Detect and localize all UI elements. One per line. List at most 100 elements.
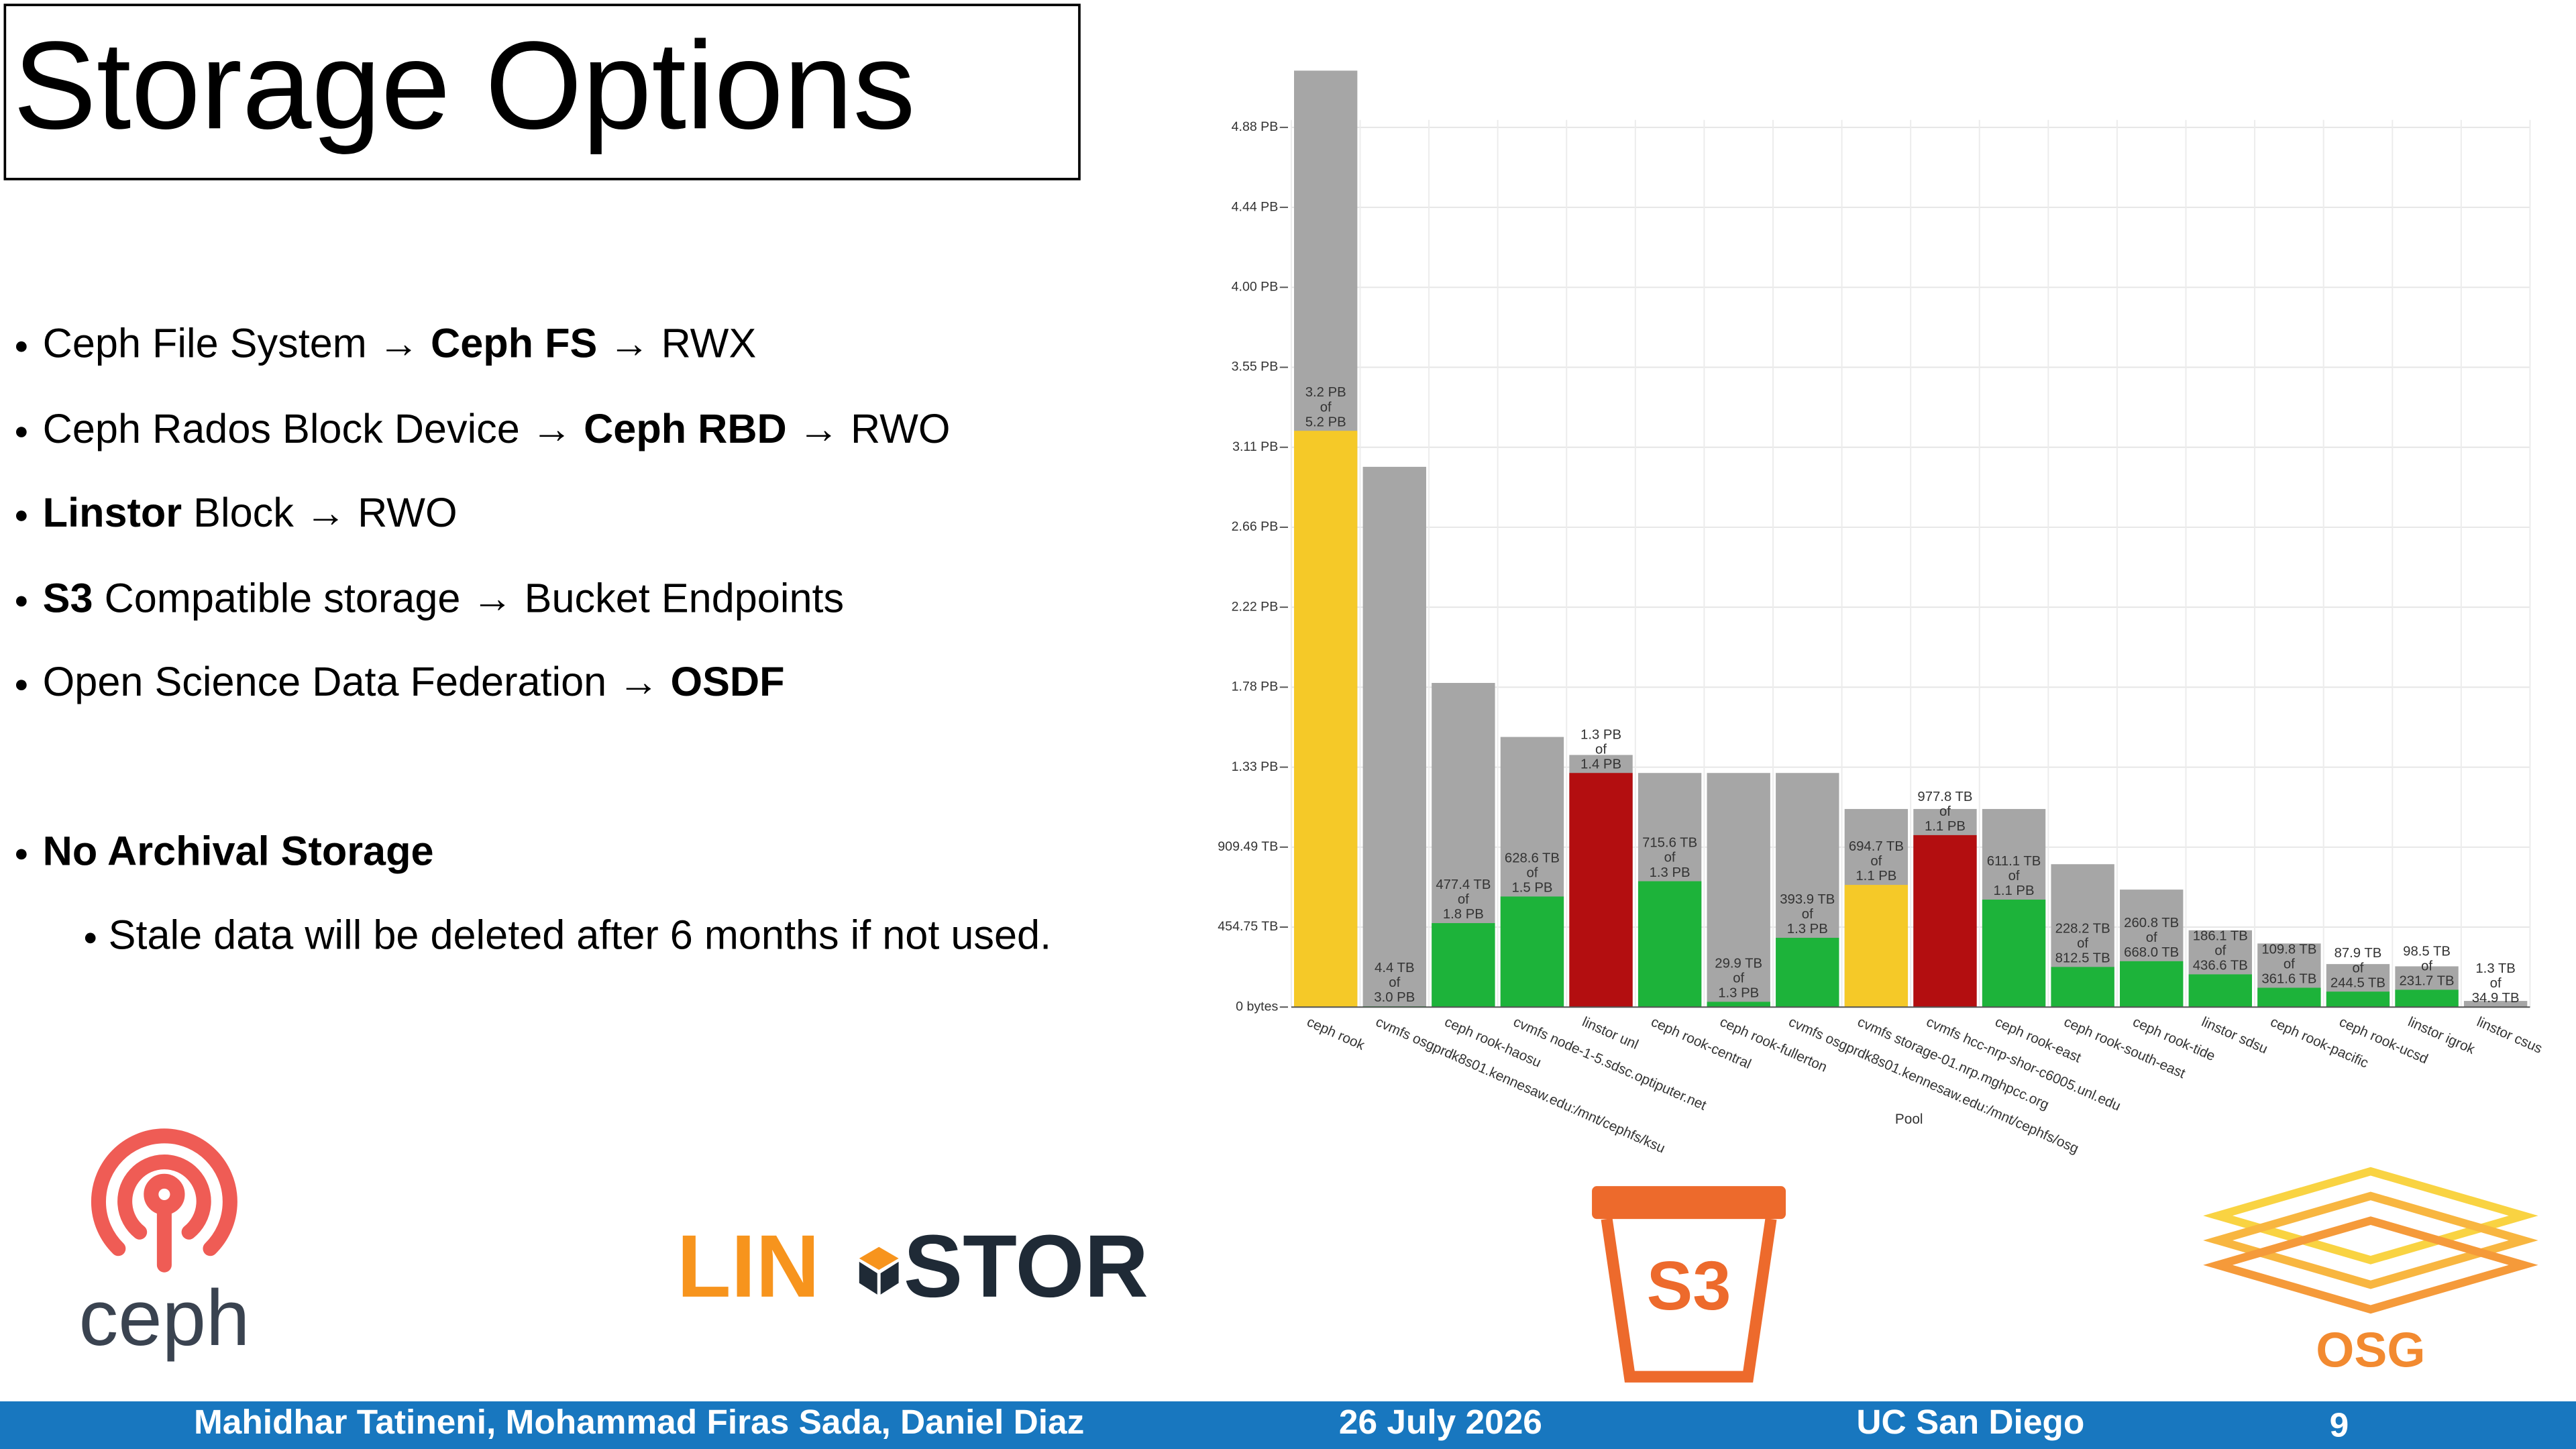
bullet-dot bbox=[16, 341, 27, 352]
bullet-part: Open Science Data Federation → bbox=[43, 659, 671, 704]
bar bbox=[2395, 989, 2459, 1008]
data-label-separator: of bbox=[1733, 971, 1744, 985]
bar bbox=[1707, 773, 1770, 1008]
data-label: 1.8 PB bbox=[1443, 907, 1484, 922]
data-label: 436.6 TB bbox=[2193, 959, 2248, 973]
data-label-separator: of bbox=[2214, 944, 2226, 959]
data-label: 668.0 TB bbox=[2124, 945, 2179, 960]
y-tick-label: 0 bytes bbox=[1236, 999, 1278, 1014]
data-label: 244.5 TB bbox=[2330, 975, 2385, 990]
bullet-part: S3 bbox=[43, 575, 93, 621]
data-label: 29.9 TB bbox=[1715, 956, 1762, 971]
bar bbox=[1362, 466, 1426, 1008]
data-label-separator: of bbox=[1870, 854, 1882, 869]
linstor-logo: LIN STOR bbox=[677, 1217, 1148, 1316]
bullet-part: Ceph FS bbox=[431, 321, 597, 366]
osg-logo-text: OSG bbox=[2316, 1322, 2425, 1377]
data-label: 98.5 TB bbox=[2403, 944, 2451, 959]
bar bbox=[1844, 885, 1909, 1008]
data-label: 393.9 TB bbox=[1780, 892, 1835, 907]
bullet-part: Ceph File System → bbox=[43, 321, 431, 366]
bar bbox=[1638, 881, 1702, 1008]
data-label: 5.2 PB bbox=[1305, 415, 1346, 429]
y-tick-label: 2.22 PB bbox=[1232, 599, 1279, 614]
data-label: 231.7 TB bbox=[2400, 974, 2455, 989]
bullet: Linstor Block → RWO bbox=[43, 490, 458, 535]
data-label: 1.3 PB bbox=[1718, 986, 1759, 1001]
data-label-separator: of bbox=[2421, 959, 2432, 973]
data-label-separator: of bbox=[1526, 866, 1538, 881]
y-tick-label: 2.66 PB bbox=[1232, 519, 1279, 534]
bar bbox=[1569, 773, 1633, 1008]
data-label-separator: of bbox=[2008, 869, 2020, 883]
bullet-part: Block → RWO bbox=[182, 490, 457, 535]
data-label: 1.3 PB bbox=[1580, 727, 1621, 742]
title-box bbox=[3, 3, 1081, 180]
bar bbox=[1913, 835, 1977, 1008]
s3-logo-text: S3 bbox=[1647, 1247, 1731, 1324]
bar bbox=[1707, 1002, 1770, 1008]
bullet-dot bbox=[16, 596, 27, 607]
data-label-separator: of bbox=[2490, 976, 2502, 991]
bullet-part: → RWX bbox=[597, 321, 756, 366]
y-tick-label: 3.11 PB bbox=[1232, 439, 1278, 454]
y-tick-label: 1.78 PB bbox=[1232, 680, 1279, 694]
data-label: 1.5 PB bbox=[1511, 881, 1552, 896]
ceph-logo: ceph bbox=[78, 1128, 250, 1362]
footer-page: 9 bbox=[2330, 1405, 2349, 1444]
footer-authors: Mahidhar Tatineni, Mohammad Firas Sada, … bbox=[194, 1402, 1084, 1441]
data-label: 4.4 TB bbox=[1375, 961, 1414, 975]
bar bbox=[2257, 987, 2321, 1008]
data-label-separator: of bbox=[1595, 742, 1607, 757]
osg-logo: OSG bbox=[2203, 1167, 2538, 1377]
data-label: 715.6 TB bbox=[1642, 836, 1697, 851]
data-label: 228.2 TB bbox=[2055, 921, 2110, 936]
y-tick-label: 909.49 TB bbox=[1218, 839, 1278, 854]
y-tick-label: 4.44 PB bbox=[1232, 199, 1279, 214]
ceph-logo-text: ceph bbox=[78, 1274, 250, 1362]
data-label: 186.1 TB bbox=[2193, 928, 2248, 943]
data-label: 1.1 PB bbox=[1856, 869, 1896, 883]
data-label-separator: of bbox=[1664, 851, 1676, 865]
bar bbox=[2188, 974, 2252, 1008]
bullet: Open Science Data Federation → OSDF bbox=[43, 659, 785, 704]
data-label: 1.3 PB bbox=[1650, 865, 1690, 880]
bar bbox=[1776, 937, 1839, 1008]
bar bbox=[1294, 431, 1358, 1008]
data-label: 3.0 PB bbox=[1374, 990, 1415, 1005]
data-label: 694.7 TB bbox=[1849, 839, 1904, 854]
bullet-part: Ceph Rados Block Device → bbox=[43, 406, 584, 451]
bullet-part: OSDF bbox=[670, 659, 784, 704]
data-label: 34.9 TB bbox=[2472, 991, 2520, 1006]
bullet-dot bbox=[85, 932, 96, 944]
data-label: 1.3 TB bbox=[2475, 961, 2515, 976]
bullet: No Archival Storage bbox=[43, 828, 434, 874]
data-label-separator: of bbox=[1458, 892, 1469, 907]
data-label: 109.8 TB bbox=[2261, 942, 2316, 957]
bullet-part: Compatible storage → Bucket Endpoints bbox=[93, 575, 845, 621]
bullet: Ceph File System → Ceph FS → RWX bbox=[43, 321, 757, 366]
sub-bullet: Stale data will be deleted after 6 month… bbox=[109, 912, 1051, 958]
data-label: 628.6 TB bbox=[1505, 851, 1560, 865]
data-label: 812.5 TB bbox=[2055, 951, 2110, 966]
y-tick-label: 4.88 PB bbox=[1232, 119, 1279, 134]
data-label: 611.1 TB bbox=[1987, 854, 2041, 869]
bullet-dot bbox=[16, 427, 27, 437]
data-label-separator: of bbox=[1320, 400, 1332, 415]
bullet-part: No Archival Storage bbox=[43, 828, 434, 874]
bullet-dot bbox=[16, 511, 27, 521]
bar bbox=[1432, 923, 1495, 1008]
y-tick-label: 1.33 PB bbox=[1232, 759, 1279, 774]
bullet-part: Linstor bbox=[43, 490, 182, 535]
chart: 0 bytes 454.75 TB 909.49 TB 1.33 PB 1.78 PB 2… bbox=[1218, 70, 2544, 1157]
data-label: 361.6 TB bbox=[2261, 972, 2316, 987]
linstor-logo-left: LIN bbox=[677, 1217, 820, 1316]
bullet-dot bbox=[16, 680, 27, 691]
data-label-separator: of bbox=[2146, 930, 2157, 945]
y-tick-label: 3.55 PB bbox=[1232, 360, 1279, 374]
bar bbox=[2326, 991, 2390, 1008]
y-tick-label: 4.00 PB bbox=[1232, 279, 1279, 294]
bar bbox=[2463, 1001, 2528, 1008]
